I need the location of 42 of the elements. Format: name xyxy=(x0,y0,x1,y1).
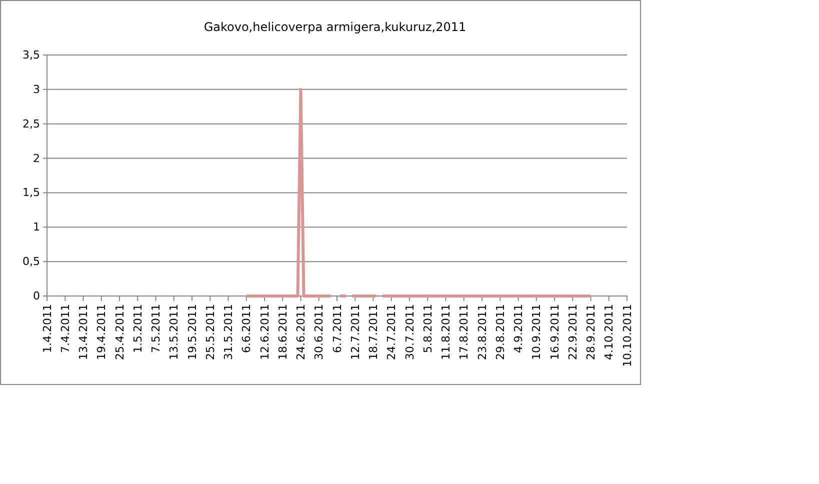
x-tick-label: 11.8.2011 xyxy=(440,304,453,360)
chart-title: Gakovo,helicoverpa armigera,kukuruz,2011 xyxy=(204,20,466,34)
x-tick-label: 19.5.2011 xyxy=(186,304,199,360)
x-tick-label: 10.10.2011 xyxy=(620,304,634,367)
y-tick-label: 1 xyxy=(33,220,40,234)
x-tick-label: 24.7.2011 xyxy=(385,304,398,360)
x-tick-label: 4.9.2011 xyxy=(512,304,526,353)
x-tick-label: 1.5.2011 xyxy=(131,304,144,353)
y-tick-label: 0 xyxy=(33,290,40,303)
x-tick-label: 4.10.2011 xyxy=(602,304,616,360)
x-tick-label: 29.8.2011 xyxy=(494,304,507,360)
x-tick-label: 23.8.2011 xyxy=(476,304,489,360)
y-tick-label: 1,5 xyxy=(22,186,40,200)
x-tick-label: 19.4.2011 xyxy=(95,304,108,360)
x-tick-label: 12.7.2011 xyxy=(348,304,362,360)
y-tick-label: 3 xyxy=(33,82,40,96)
x-tick-label: 30.7.2011 xyxy=(403,304,416,360)
x-tick-label: 13.5.2011 xyxy=(168,304,181,360)
x-tick-label: 10.9.2011 xyxy=(530,304,544,360)
x-tick-label: 5.8.2011 xyxy=(421,304,434,353)
x-tick-label: 18.7.2011 xyxy=(367,304,380,360)
x-tick-label: 24.6.2011 xyxy=(294,304,308,360)
x-tick-label: 1.4.2011 xyxy=(40,304,54,353)
x-tick-label: 16.9.2011 xyxy=(548,304,562,360)
x-tick-label: 13.4.2011 xyxy=(77,304,90,360)
x-tick-label: 30.6.2011 xyxy=(312,304,326,360)
y-tick-label: 0,5 xyxy=(22,255,40,268)
x-tick-label: 31.5.2011 xyxy=(222,304,236,360)
x-tick-label: 7.5.2011 xyxy=(150,304,163,353)
x-tick-label: 12.6.2011 xyxy=(258,304,272,360)
x-tick-label: 6.6.2011 xyxy=(240,304,254,353)
x-tick-label: 7.4.2011 xyxy=(58,304,72,353)
x-tick-label: 6.7.2011 xyxy=(330,304,344,353)
x-tick-label: 28.9.2011 xyxy=(584,304,598,360)
x-tick-label: 18.6.2011 xyxy=(276,304,290,360)
x-tick-label: 22.9.2011 xyxy=(566,304,580,360)
y-tick-label: 3,5 xyxy=(22,48,40,62)
y-tick-label: 2 xyxy=(33,152,40,165)
x-tick-label: 25.5.2011 xyxy=(204,304,217,360)
y-tick-label: 2,5 xyxy=(22,117,40,130)
x-tick-label: 25.4.2011 xyxy=(113,304,126,360)
x-tick-label: 17.8.2011 xyxy=(458,304,471,360)
